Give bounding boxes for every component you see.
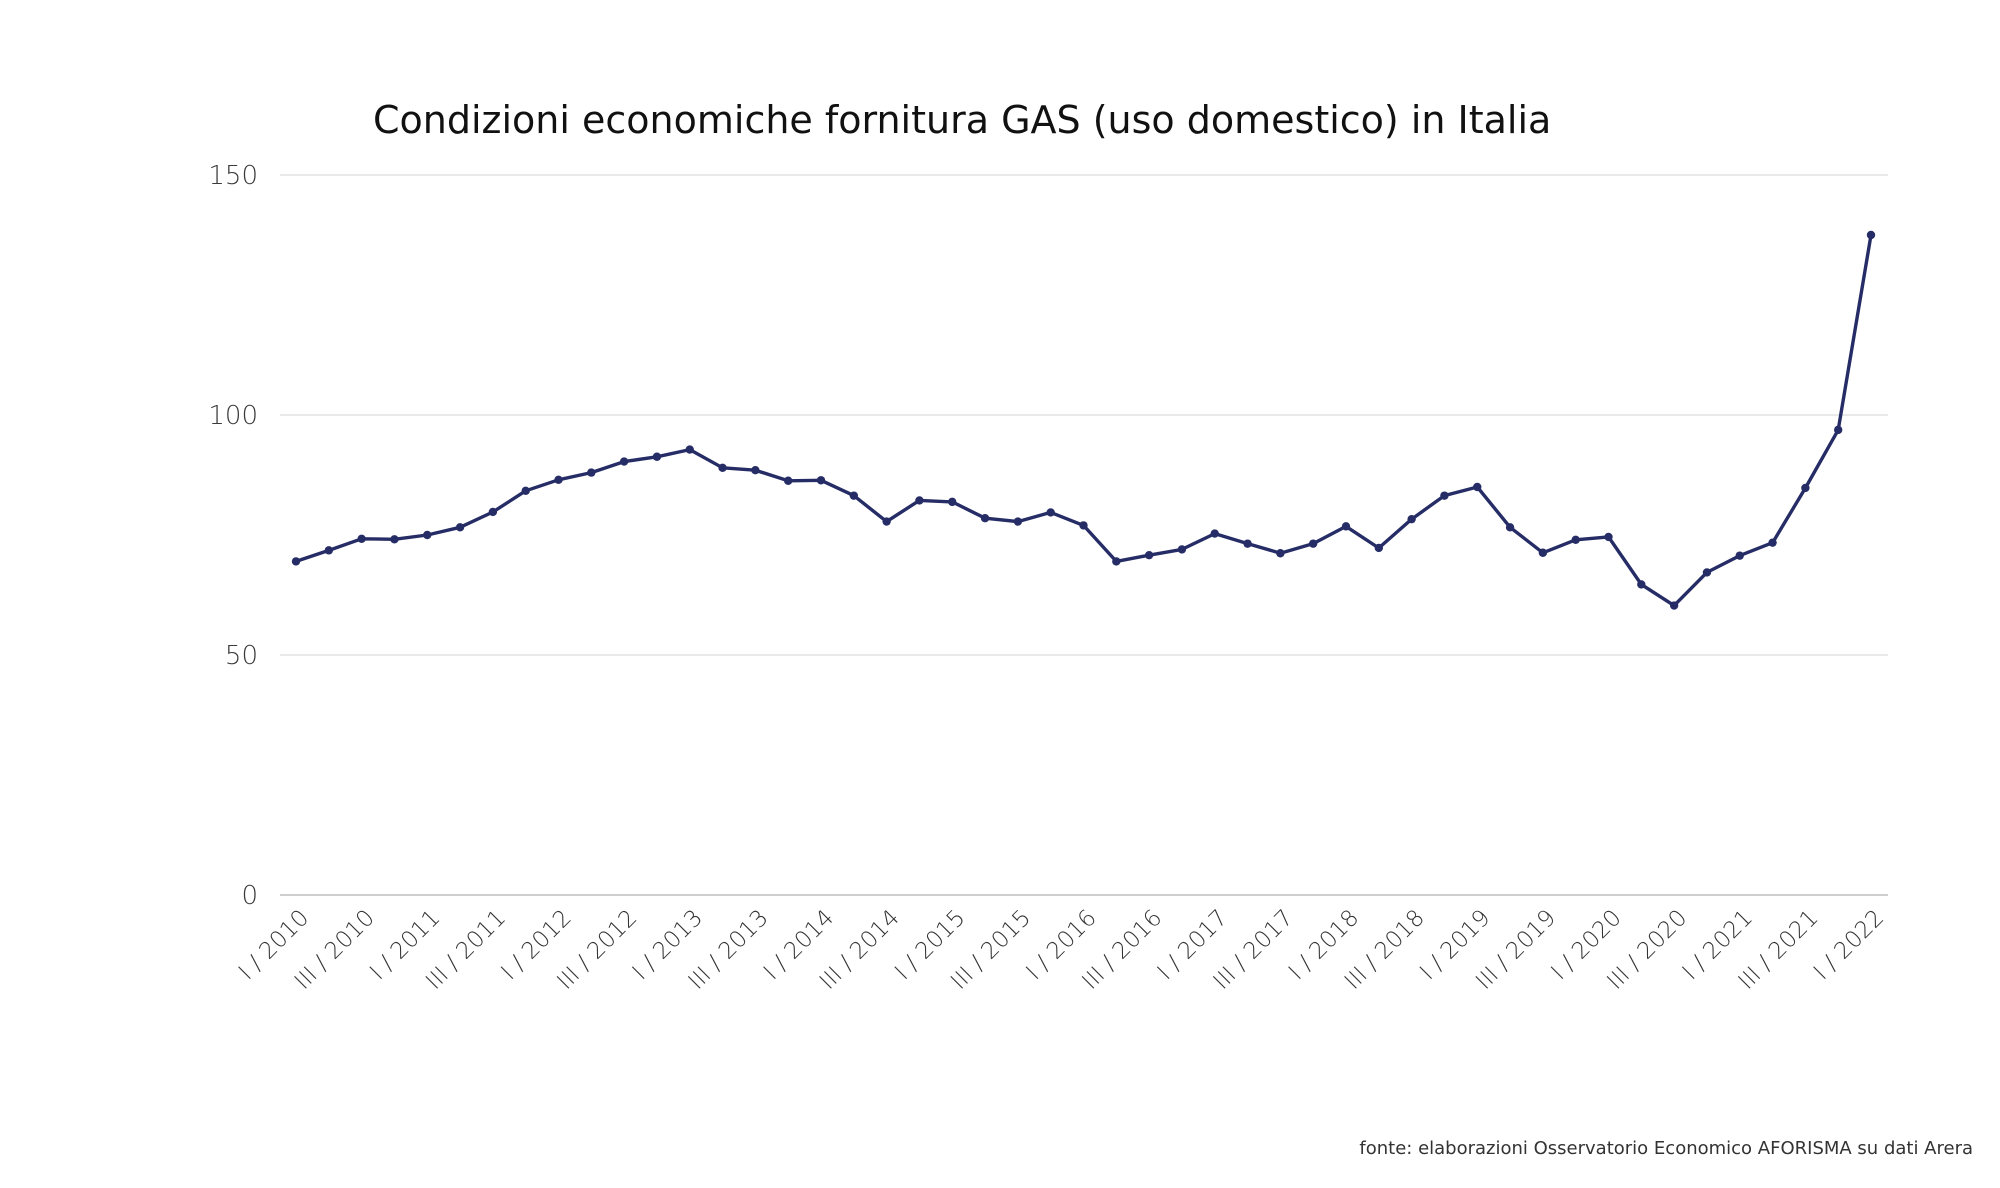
data-point (882, 517, 891, 526)
data-point (1637, 580, 1646, 589)
data-point (1768, 538, 1777, 547)
chart-title: Condizioni economiche fornitura GAS (uso… (373, 98, 1551, 142)
series-line (294, 233, 1873, 608)
data-point (718, 463, 727, 472)
y-tick-label: 100 (208, 401, 258, 431)
data-point (1833, 425, 1843, 435)
data-point (587, 468, 596, 477)
data-point (816, 476, 826, 485)
data-point (1669, 601, 1679, 610)
data-point (1538, 548, 1548, 557)
data-point (357, 534, 366, 544)
data-point (1210, 529, 1219, 538)
x-tick-label: I / 2022 (1809, 905, 1889, 985)
data-point (652, 452, 662, 461)
data-point (1276, 549, 1285, 558)
data-point (1144, 550, 1154, 560)
data-point (619, 457, 629, 466)
gridlines (280, 174, 1888, 656)
data-point (915, 496, 924, 505)
data-point (980, 514, 990, 523)
data-point (751, 466, 760, 475)
data-point (1735, 551, 1744, 560)
data-point (1177, 545, 1187, 554)
y-tick-label: 50 (225, 641, 258, 671)
data-point (324, 546, 334, 555)
data-point (521, 486, 530, 496)
data-point (1801, 483, 1810, 493)
data-point (948, 497, 957, 507)
data-point (291, 557, 301, 566)
data-point (554, 475, 563, 484)
data-point (1702, 568, 1712, 577)
series-points (291, 230, 1876, 610)
data-point (1604, 532, 1613, 542)
data-point (390, 535, 399, 544)
data-point (849, 491, 859, 500)
data-point (1571, 535, 1580, 544)
data-point (455, 523, 465, 532)
data-point (1374, 543, 1384, 553)
y-tick-label: 150 (208, 161, 258, 191)
data-point (1473, 482, 1482, 492)
data-point (1046, 508, 1055, 517)
data-point (1866, 230, 1876, 240)
y-tick-label: 0 (241, 881, 258, 911)
data-point (1341, 522, 1351, 531)
data-point (1440, 491, 1449, 500)
data-point (1243, 539, 1252, 548)
source-note: fonte: elaborazioni Osservatorio Economi… (1359, 1138, 1973, 1159)
data-point (783, 476, 793, 485)
data-point (423, 530, 432, 540)
data-point (1013, 517, 1023, 526)
data-point (1308, 539, 1318, 548)
data-point (1079, 521, 1088, 530)
data-point (685, 445, 694, 454)
data-point (1505, 523, 1515, 532)
y-axis-ticks: 0 50 100 150 (208, 161, 258, 911)
data-point (488, 507, 498, 517)
data-point (1112, 557, 1121, 566)
data-point (1407, 514, 1416, 524)
